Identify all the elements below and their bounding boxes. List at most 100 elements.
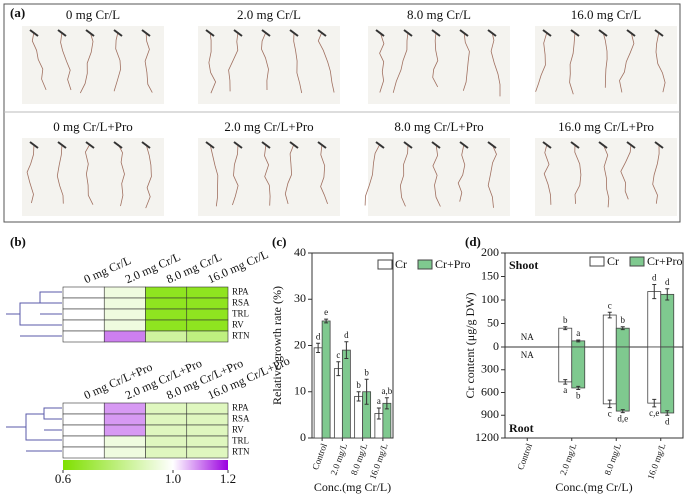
- panel-label: (b): [10, 234, 26, 249]
- significance-label: c: [608, 300, 612, 310]
- root: [232, 143, 239, 206]
- heat-cell: [103, 330, 146, 343]
- row-label: RV: [232, 425, 244, 435]
- root: [145, 143, 152, 209]
- heat-cell: [145, 402, 188, 415]
- shoot: [431, 29, 441, 37]
- root: [228, 31, 239, 92]
- heat-cell: [145, 435, 188, 448]
- root: [56, 143, 64, 204]
- image-label: 2.0 mg Cr/L+Pro: [224, 119, 313, 134]
- heat-cell: [145, 286, 188, 299]
- shoot: [113, 141, 123, 149]
- significance-label: d: [316, 331, 321, 341]
- heat-cell: [145, 446, 188, 459]
- legend-label: Cr: [607, 254, 619, 268]
- root: [652, 143, 660, 204]
- shoot: [598, 141, 608, 149]
- significance-label: d: [665, 416, 670, 426]
- heat-cell: [62, 297, 105, 310]
- shoot: [626, 141, 636, 149]
- heat-cell: [145, 413, 188, 426]
- heat-cell: [186, 424, 229, 437]
- shoot: [317, 29, 327, 37]
- bar: [341, 349, 351, 439]
- x-tick-label: 8.0 mg/L: [602, 442, 623, 476]
- error-bar: [652, 398, 657, 408]
- shoot: [598, 29, 608, 37]
- colorbar-tick-label: 0.6: [55, 471, 72, 486]
- root-image: [198, 26, 340, 104]
- y-tick-label: 600: [481, 384, 499, 398]
- significance-label: c: [608, 409, 612, 419]
- root: [84, 143, 94, 205]
- error-bar: [336, 361, 341, 377]
- row-label: RPA: [232, 403, 249, 413]
- bar: [615, 346, 630, 412]
- shoot: [403, 141, 413, 149]
- shoot: [654, 29, 664, 37]
- colorbar-tick-label: 1.2: [220, 471, 236, 486]
- shoot: [375, 141, 385, 149]
- heat-cell: [103, 435, 146, 448]
- error-bar: [563, 379, 568, 385]
- root: [602, 31, 608, 88]
- root: [655, 31, 666, 93]
- heat-cell: [145, 319, 188, 332]
- bar: [313, 347, 323, 439]
- shoot: [205, 29, 215, 37]
- root: [543, 143, 552, 205]
- root: [432, 31, 439, 88]
- significance-label: a: [377, 396, 381, 406]
- root-image: [368, 26, 510, 104]
- bar: [571, 346, 586, 389]
- error-bar: [376, 407, 381, 420]
- heat-cell: [145, 308, 188, 321]
- heat-cell: [103, 319, 146, 332]
- shoot: [375, 29, 385, 37]
- root: [620, 143, 632, 200]
- y-tick-label: 0: [493, 339, 499, 353]
- shoot: [459, 141, 469, 149]
- x-tick-label: Control: [310, 442, 329, 472]
- bar: [602, 346, 617, 405]
- heat-cell: [186, 286, 229, 299]
- legend-label: Cr: [395, 257, 407, 271]
- x-tick-label: 2.0 mg/L: [558, 442, 579, 476]
- root: [261, 31, 269, 91]
- heat-cell: [62, 424, 105, 437]
- image-label: 16.0 mg Cr/L: [571, 7, 641, 22]
- shoot: [570, 141, 580, 149]
- heat-cell: [145, 330, 188, 343]
- shoot: [289, 29, 299, 37]
- image-label: 0 mg Cr/L: [66, 7, 120, 22]
- heat-cell: [103, 286, 146, 299]
- bar: [558, 327, 573, 348]
- significance-label: e: [324, 307, 328, 317]
- error-bar: [324, 318, 329, 324]
- significance-label: d: [652, 273, 657, 283]
- significance-label: d: [344, 330, 349, 340]
- shoot: [85, 29, 95, 37]
- root: [490, 31, 501, 97]
- colorbar-tick-label: 1.0: [165, 471, 181, 486]
- shoot: [542, 29, 552, 37]
- y-tick-label: 30: [294, 291, 306, 305]
- significance-label: a: [563, 385, 567, 395]
- error-bar: [620, 409, 625, 414]
- heat-cell: [145, 297, 188, 310]
- row-label: RSA: [232, 414, 250, 424]
- row-label: RTN: [232, 447, 250, 457]
- legend-swatch: [629, 256, 645, 267]
- root: [208, 31, 217, 94]
- heat-cell: [62, 308, 105, 321]
- shoot: [57, 29, 67, 37]
- root: [462, 31, 470, 91]
- significance-label: d: [665, 277, 670, 287]
- y-tick-label: 1200: [475, 430, 499, 444]
- significance-label: b: [621, 315, 626, 325]
- root: [31, 31, 47, 91]
- colorbar: [63, 460, 228, 470]
- row-label: RTN: [232, 331, 250, 341]
